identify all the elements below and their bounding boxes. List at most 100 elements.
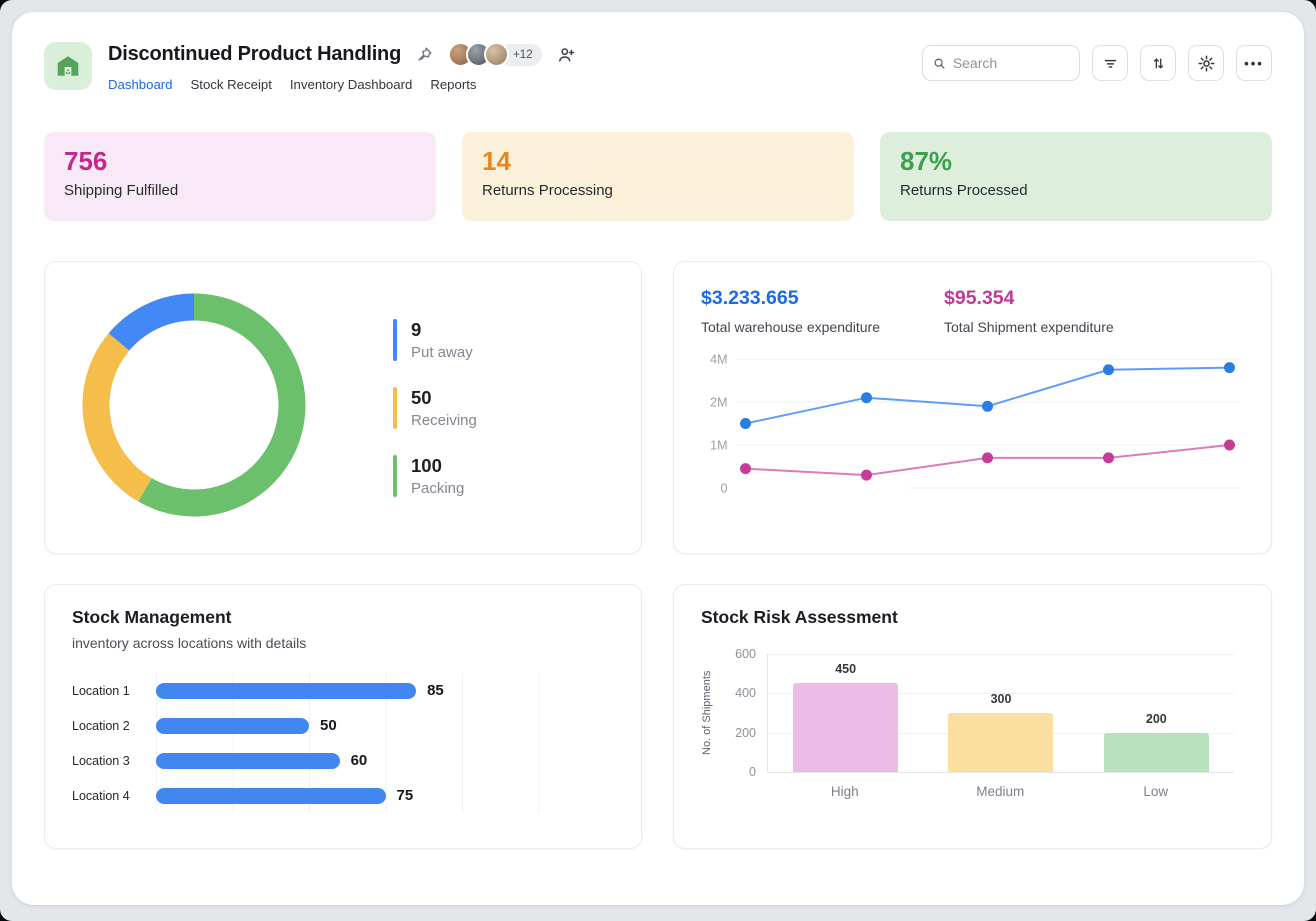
vbar-category: Low <box>1143 784 1169 799</box>
y-tick-label: 200 <box>735 725 756 740</box>
stat-returns-processed: 87% Returns Processed <box>880 132 1272 221</box>
legend-label: Put away <box>411 343 473 361</box>
legend-label: Packing <box>411 479 465 497</box>
shipment-total: $95.354 Total Shipment expenditure <box>944 287 1114 335</box>
sort-arrows-icon <box>1153 58 1163 68</box>
search-input[interactable] <box>952 55 1069 71</box>
vbar-bar <box>793 683 899 772</box>
vbar-bar <box>1103 733 1209 772</box>
vbar-plot: 600 400 200 0 450 300 200 <box>735 647 1234 779</box>
avatar-count-badge[interactable]: +12 <box>499 43 542 66</box>
legend-item-receiving: 50 Receiving <box>393 386 477 429</box>
hbar-value: 50 <box>320 717 337 734</box>
y-axis-label: No. of Shipments <box>701 670 713 756</box>
stat-label: Returns Processed <box>900 181 1028 199</box>
tab-stock-receipt[interactable]: Stock Receipt <box>190 77 272 92</box>
y-tick-label: 600 <box>735 647 756 661</box>
warehouse-total: $3.233.665 Total warehouse expenditure <box>701 287 944 335</box>
warehouse-total-label: Total warehouse expenditure <box>701 319 881 335</box>
hbar-plot: 85 50 60 75 <box>156 673 614 813</box>
header: Discontinued Product Handling +12 <box>12 12 1304 92</box>
stat-label: Shipping Fulfilled <box>64 181 179 199</box>
hbar-row: 60 <box>156 743 614 778</box>
donut-legend: 9 Put away 50 Receiving <box>393 318 477 497</box>
header-actions: ••• <box>922 42 1272 81</box>
shipment-total-value: $95.354 <box>944 287 1015 309</box>
hbar-category-labels: Location 1 Location 2 Location 3 Location 4 <box>72 673 156 813</box>
stock-risk-panel: Stock Risk Assessment No. of Shipments 6… <box>673 584 1272 849</box>
more-button[interactable]: ••• <box>1236 45 1272 81</box>
vbar-value: 300 <box>990 692 1012 706</box>
charts-row-1: 9 Put away 50 Receiving <box>44 261 1272 554</box>
stock-risk-chart: No. of Shipments 600 400 200 0 450 300 200 Hig… <box>701 647 1244 799</box>
hbar-row: 75 <box>156 778 614 813</box>
stock-risk-title: Stock Risk Assessment <box>701 607 898 627</box>
donut-chart <box>81 292 307 523</box>
ellipsis-icon: ••• <box>1244 55 1264 71</box>
expenditure-totals: $3.233.665 Total warehouse expenditure $… <box>701 287 1244 335</box>
svg-text:2M: 2M <box>710 396 727 410</box>
vbar-column: 300 <box>923 654 1078 772</box>
legend-item-put-away: 9 Put away <box>393 318 477 361</box>
stat-value: 14 <box>482 146 511 176</box>
hbar-row: 85 <box>156 673 614 708</box>
stat-value: 87% <box>900 146 953 176</box>
y-tick-label: 400 <box>735 686 756 701</box>
donut-panel: 9 Put away 50 Receiving <box>44 261 642 554</box>
vbar-value: 200 <box>1145 712 1167 726</box>
search-box[interactable] <box>922 45 1080 81</box>
legend-value: 100 <box>411 454 442 476</box>
stat-shipping-fulfilled: 756 Shipping Fulfilled <box>44 132 436 221</box>
avatar-group[interactable]: +12 <box>448 42 542 67</box>
svg-text:1M: 1M <box>710 439 727 453</box>
filter-button[interactable] <box>1092 45 1128 81</box>
tab-inventory-dashboard[interactable]: Inventory Dashboard <box>289 77 413 92</box>
warehouse-icon <box>44 42 92 90</box>
hbar-bar <box>156 717 309 734</box>
tab-dashboard[interactable]: Dashboard <box>108 77 173 92</box>
filter-lines-icon <box>1104 59 1116 68</box>
vbar-category: Medium <box>976 784 1025 799</box>
y-tick-label: 0 <box>749 765 756 779</box>
gridline <box>768 654 1234 655</box>
hbar-label: Location 3 <box>72 753 130 768</box>
vbar-column: 200 <box>1079 654 1234 772</box>
expenditure-line-chart: 4M 2M 1M 0 <box>710 353 1240 496</box>
hbar-value: 85 <box>427 682 444 699</box>
avatar[interactable] <box>484 42 510 67</box>
settings-button[interactable] <box>1188 45 1224 81</box>
hbar-bar <box>156 787 386 804</box>
tab-reports[interactable]: Reports <box>430 77 477 92</box>
tab-bar: Dashboard Stock Receipt Inventory Dashbo… <box>108 77 576 92</box>
stat-returns-processing: 14 Returns Processing <box>462 132 854 221</box>
hbar-label: Location 4 <box>72 788 130 803</box>
legend-value: 9 <box>411 318 422 340</box>
svg-text:4M: 4M <box>710 353 727 367</box>
hbar-bar <box>156 752 340 769</box>
legend-value: 50 <box>411 386 432 408</box>
vbar-category: High <box>830 784 859 799</box>
title-block: Discontinued Product Handling +12 <box>108 42 576 92</box>
hbar-label: Location 1 <box>72 683 130 698</box>
expenditure-panel: $3.233.665 Total warehouse expenditure $… <box>673 261 1272 554</box>
stock-management-subtitle: inventory across locations with details <box>72 635 307 651</box>
gridline <box>768 693 1234 695</box>
vbar-column: 450 <box>768 654 923 772</box>
pin-icon[interactable] <box>415 45 434 64</box>
warehouse-total-value: $3.233.665 <box>701 287 799 309</box>
hbar-value: 75 <box>396 787 414 804</box>
stats-row: 756 Shipping Fulfilled 14 Returns Proces… <box>44 132 1272 221</box>
hbar-row: 50 <box>156 708 614 743</box>
sort-button[interactable] <box>1140 45 1176 81</box>
hbar-bar <box>156 682 417 699</box>
vbar-category-labels: High Medium Low <box>767 784 1234 799</box>
add-user-icon[interactable] <box>556 45 576 65</box>
shipment-total-label: Total Shipment expenditure <box>944 319 1114 335</box>
legend-item-packing: 100 Packing <box>393 454 477 497</box>
legend-swatch <box>393 318 397 361</box>
stock-management-panel: Stock Management inventory across locati… <box>44 584 642 849</box>
legend-swatch <box>393 454 397 497</box>
legend-swatch <box>393 386 397 429</box>
gear-icon <box>1197 54 1215 72</box>
stock-management-title: Stock Management <box>72 607 232 627</box>
